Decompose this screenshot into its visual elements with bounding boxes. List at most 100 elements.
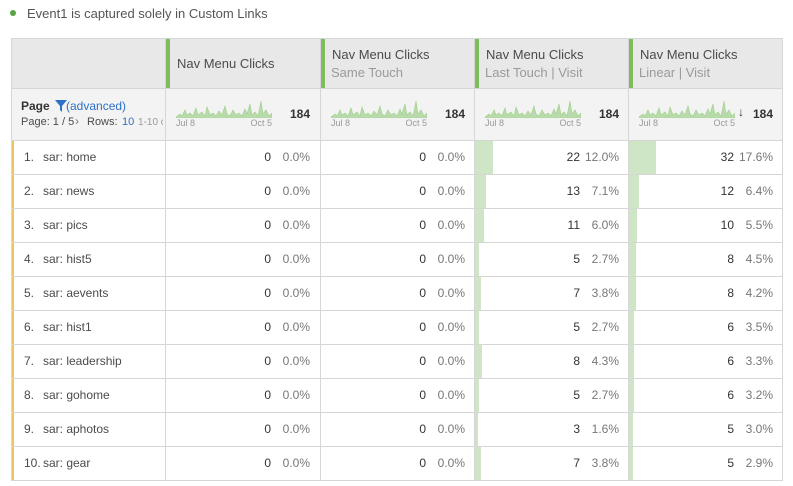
row-name[interactable]: sar: gear <box>43 456 91 470</box>
sparkline <box>175 100 273 119</box>
row-index: 9. <box>24 422 35 436</box>
column-title[interactable]: Nav Menu Clicks <box>177 56 275 71</box>
cell-percent: 6.0% <box>591 218 619 232</box>
row-name[interactable]: sar: aevents <box>43 286 109 300</box>
cell-percent: 0.0% <box>437 354 465 368</box>
column-title[interactable]: Nav Menu Clicks <box>486 47 584 62</box>
sort-icon[interactable]: ↓ <box>738 105 744 119</box>
cell-percent: 0.0% <box>437 184 465 198</box>
note: Event1 is captured solely in Custom Link… <box>27 6 268 21</box>
drag-handle[interactable] <box>166 38 170 88</box>
cell-percent: 0.0% <box>437 150 465 164</box>
row-name[interactable]: sar: gohome <box>43 388 110 402</box>
cell-percent: 0.0% <box>437 456 465 470</box>
cell-value: 0 <box>264 184 271 198</box>
cell-percent: 1.6% <box>591 422 619 436</box>
spark-start: Jul 8 <box>485 118 505 128</box>
row-index: 6. <box>24 320 35 334</box>
cell-value: 0 <box>419 184 426 198</box>
row-name[interactable]: sar: hist1 <box>43 320 92 334</box>
cell-percent: 0.0% <box>282 354 310 368</box>
data-bar <box>629 379 635 412</box>
next-page[interactable]: › <box>75 114 79 128</box>
spark-end: Oct 5 <box>250 118 272 128</box>
data-bar <box>629 447 634 480</box>
cell-percent: 3.8% <box>591 286 619 300</box>
column-total: 184 <box>752 107 773 121</box>
spark-start: Jul 8 <box>176 118 196 128</box>
cell-percent: 6.4% <box>745 184 773 198</box>
cell-value: 6 <box>727 388 734 402</box>
row-divider <box>11 140 782 141</box>
rows-label: Rows: <box>87 116 118 128</box>
column-divider <box>782 38 783 481</box>
data-bar <box>629 209 638 242</box>
row-name[interactable]: sar: news <box>43 184 95 198</box>
filter-link[interactable]: (advanced) <box>66 99 127 113</box>
cell-percent: 3.2% <box>745 388 773 402</box>
column-divider <box>628 38 629 481</box>
column-title[interactable]: Nav Menu Clicks <box>332 47 430 62</box>
column-subtitle: Linear | Visit <box>639 65 711 80</box>
row-divider <box>11 446 782 447</box>
cell-percent: 4.5% <box>745 252 773 266</box>
drag-handle[interactable] <box>321 38 325 88</box>
cell-percent: 3.8% <box>591 456 619 470</box>
cell-percent: 4.2% <box>745 286 773 300</box>
rows-value[interactable]: 10 <box>122 116 135 128</box>
drag-handle[interactable] <box>629 38 633 88</box>
cell-value: 0 <box>264 150 271 164</box>
cell-percent: 0.0% <box>282 422 310 436</box>
data-bar <box>475 413 478 446</box>
cell-value: 22 <box>566 150 580 164</box>
cell-value: 5 <box>727 456 734 470</box>
cell-percent: 3.5% <box>745 320 773 334</box>
cell-percent: 0.0% <box>437 252 465 266</box>
row-name[interactable]: sar: hist5 <box>43 252 92 266</box>
cell-percent: 12.0% <box>584 150 619 164</box>
column-total: 184 <box>444 107 465 121</box>
row-divider <box>11 378 782 379</box>
data-bar <box>475 447 481 480</box>
column-title[interactable]: Nav Menu Clicks <box>640 47 738 62</box>
row-divider <box>11 38 782 39</box>
cell-percent: 7.1% <box>591 184 619 198</box>
drag-handle[interactable] <box>475 38 479 88</box>
cell-value: 5 <box>573 252 580 266</box>
filter-icon[interactable] <box>55 100 67 112</box>
cell-value: 0 <box>419 218 426 232</box>
cell-value: 5 <box>573 388 580 402</box>
header-row <box>11 38 782 88</box>
cell-value: 0 <box>264 388 271 402</box>
cell-value: 0 <box>419 286 426 300</box>
bullet <box>10 10 16 16</box>
row-divider <box>11 88 782 89</box>
row-divider <box>11 344 782 345</box>
cell-percent: 3.0% <box>745 422 773 436</box>
sparkline-box <box>638 98 736 119</box>
cell-value: 0 <box>419 150 426 164</box>
row-divider <box>11 276 782 277</box>
row-name[interactable]: sar: leadership <box>43 354 122 368</box>
cell-percent: 2.9% <box>745 456 773 470</box>
cell-value: 0 <box>419 388 426 402</box>
row-name[interactable]: sar: pics <box>43 218 88 232</box>
row-divider <box>11 174 782 175</box>
cell-percent: 0.0% <box>282 150 310 164</box>
data-bar <box>475 243 480 276</box>
column-total: 184 <box>598 107 619 121</box>
cell-value: 7 <box>573 286 580 300</box>
cell-value: 3 <box>573 422 580 436</box>
dimension-label: Page <box>21 99 50 113</box>
row-name[interactable]: sar: aphotos <box>43 422 110 436</box>
row-divider <box>11 208 782 209</box>
column-subtitle: Same Touch <box>331 65 404 80</box>
data-bar <box>629 141 656 174</box>
cell-value: 6 <box>727 354 734 368</box>
cell-percent: 0.0% <box>282 218 310 232</box>
column-subtitle: Last Touch | Visit <box>485 65 583 80</box>
cell-value: 5 <box>573 320 580 334</box>
cell-value: 0 <box>419 320 426 334</box>
row-name[interactable]: sar: home <box>43 150 97 164</box>
